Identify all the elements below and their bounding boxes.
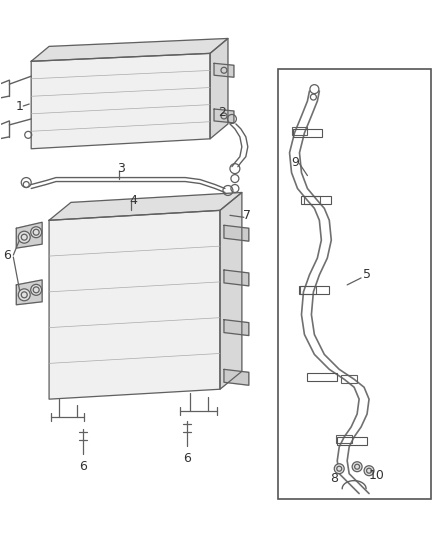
Text: 6: 6 — [183, 453, 191, 465]
Polygon shape — [224, 369, 249, 385]
Text: 4: 4 — [130, 194, 138, 207]
Polygon shape — [210, 38, 228, 139]
Bar — [304, 197, 320, 204]
Text: 9: 9 — [292, 156, 300, 169]
Polygon shape — [214, 109, 234, 123]
Bar — [341, 375, 357, 383]
Text: 1: 1 — [15, 100, 23, 112]
Text: 7: 7 — [243, 209, 251, 222]
Text: 3: 3 — [117, 162, 124, 175]
Circle shape — [31, 227, 42, 238]
Polygon shape — [224, 270, 249, 286]
Polygon shape — [16, 280, 42, 305]
Bar — [300, 286, 329, 294]
Circle shape — [18, 289, 30, 301]
Text: 2: 2 — [218, 107, 226, 119]
Polygon shape — [16, 222, 42, 248]
Polygon shape — [224, 320, 249, 336]
Polygon shape — [31, 38, 228, 61]
Text: 5: 5 — [363, 269, 371, 281]
Polygon shape — [31, 53, 210, 149]
Circle shape — [334, 464, 344, 474]
Bar — [336, 435, 352, 443]
Bar — [293, 129, 322, 137]
Bar — [301, 197, 331, 204]
Text: 6: 6 — [79, 460, 87, 473]
Circle shape — [31, 285, 42, 295]
Bar — [278, 69, 431, 498]
Polygon shape — [224, 225, 249, 241]
Polygon shape — [220, 192, 242, 389]
Circle shape — [352, 462, 362, 472]
Circle shape — [364, 466, 374, 475]
Polygon shape — [214, 63, 234, 77]
Text: 10: 10 — [369, 469, 385, 482]
Bar — [307, 373, 337, 381]
Text: 8: 8 — [330, 472, 338, 485]
Polygon shape — [49, 192, 242, 220]
Bar — [292, 127, 307, 135]
Bar — [300, 286, 316, 294]
Circle shape — [18, 231, 30, 243]
Bar — [337, 437, 367, 445]
Polygon shape — [49, 211, 220, 399]
Text: 6: 6 — [4, 248, 11, 262]
